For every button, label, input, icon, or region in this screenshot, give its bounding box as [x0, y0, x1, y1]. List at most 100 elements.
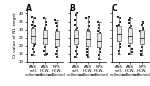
Point [142, 35, 145, 37]
Bar [74, 30, 78, 44]
Point [98, 39, 100, 40]
Point [119, 18, 122, 19]
Point [128, 31, 130, 32]
Point [44, 29, 46, 30]
Bar [31, 28, 35, 43]
Bar [55, 31, 59, 46]
Point [129, 18, 131, 19]
Point [75, 42, 78, 43]
Point [97, 47, 99, 48]
Bar [117, 26, 121, 41]
Point [130, 40, 132, 42]
Point [86, 45, 88, 46]
Point [76, 43, 79, 45]
Point [54, 35, 57, 37]
Point [117, 39, 119, 40]
Point [98, 42, 100, 43]
Point [54, 19, 56, 21]
Point [31, 29, 33, 30]
Point [56, 29, 58, 30]
Point [33, 45, 35, 46]
Point [44, 55, 47, 56]
Point [75, 50, 77, 51]
Point [32, 21, 34, 22]
Point [141, 24, 143, 25]
Point [99, 40, 102, 42]
Point [74, 40, 76, 42]
Point [140, 55, 142, 56]
Point [130, 34, 133, 35]
Point [88, 16, 90, 17]
Text: A: A [26, 4, 32, 13]
Point [55, 42, 58, 43]
Point [85, 18, 87, 19]
Point [43, 18, 46, 19]
Point [44, 32, 46, 34]
Point [32, 27, 34, 29]
Point [74, 35, 76, 37]
Point [117, 31, 119, 32]
Point [118, 29, 121, 30]
Point [116, 26, 119, 27]
Point [44, 40, 46, 42]
Point [142, 29, 144, 30]
Point [128, 53, 130, 55]
Point [130, 48, 133, 50]
Point [55, 32, 58, 34]
Point [130, 52, 133, 53]
Point [55, 31, 58, 32]
Point [56, 56, 58, 58]
Point [55, 43, 57, 45]
Point [97, 43, 99, 45]
Point [34, 18, 36, 19]
Point [43, 42, 45, 43]
Point [118, 21, 121, 22]
Point [87, 56, 89, 58]
Bar [140, 30, 144, 44]
Point [140, 40, 142, 42]
Point [55, 22, 58, 24]
Point [76, 34, 79, 35]
Point [55, 39, 58, 40]
Point [98, 24, 101, 25]
Point [44, 37, 47, 38]
Point [32, 40, 35, 42]
Point [86, 52, 88, 53]
Point [76, 13, 78, 14]
Point [128, 29, 130, 30]
Point [32, 48, 34, 50]
Point [55, 53, 57, 55]
Point [141, 37, 144, 38]
Point [33, 52, 36, 53]
Point [86, 42, 89, 43]
Point [87, 29, 90, 30]
Point [56, 40, 59, 42]
Point [74, 19, 77, 21]
Point [99, 45, 101, 46]
Point [129, 32, 132, 34]
Point [128, 37, 130, 38]
Point [45, 21, 47, 22]
Point [97, 31, 99, 32]
Point [55, 47, 57, 48]
Point [44, 31, 46, 32]
Point [34, 43, 36, 45]
Point [142, 22, 144, 24]
Point [116, 35, 119, 37]
Point [99, 32, 101, 34]
Point [87, 32, 90, 34]
Point [118, 53, 120, 55]
Point [141, 42, 143, 43]
Point [87, 35, 89, 37]
Point [117, 34, 119, 35]
Point [129, 42, 131, 43]
Point [116, 40, 119, 42]
Point [130, 35, 132, 37]
Point [85, 55, 88, 56]
Point [32, 35, 35, 37]
Point [87, 39, 90, 40]
Point [87, 37, 90, 38]
Point [97, 21, 99, 22]
Point [31, 16, 33, 17]
Point [55, 50, 58, 51]
